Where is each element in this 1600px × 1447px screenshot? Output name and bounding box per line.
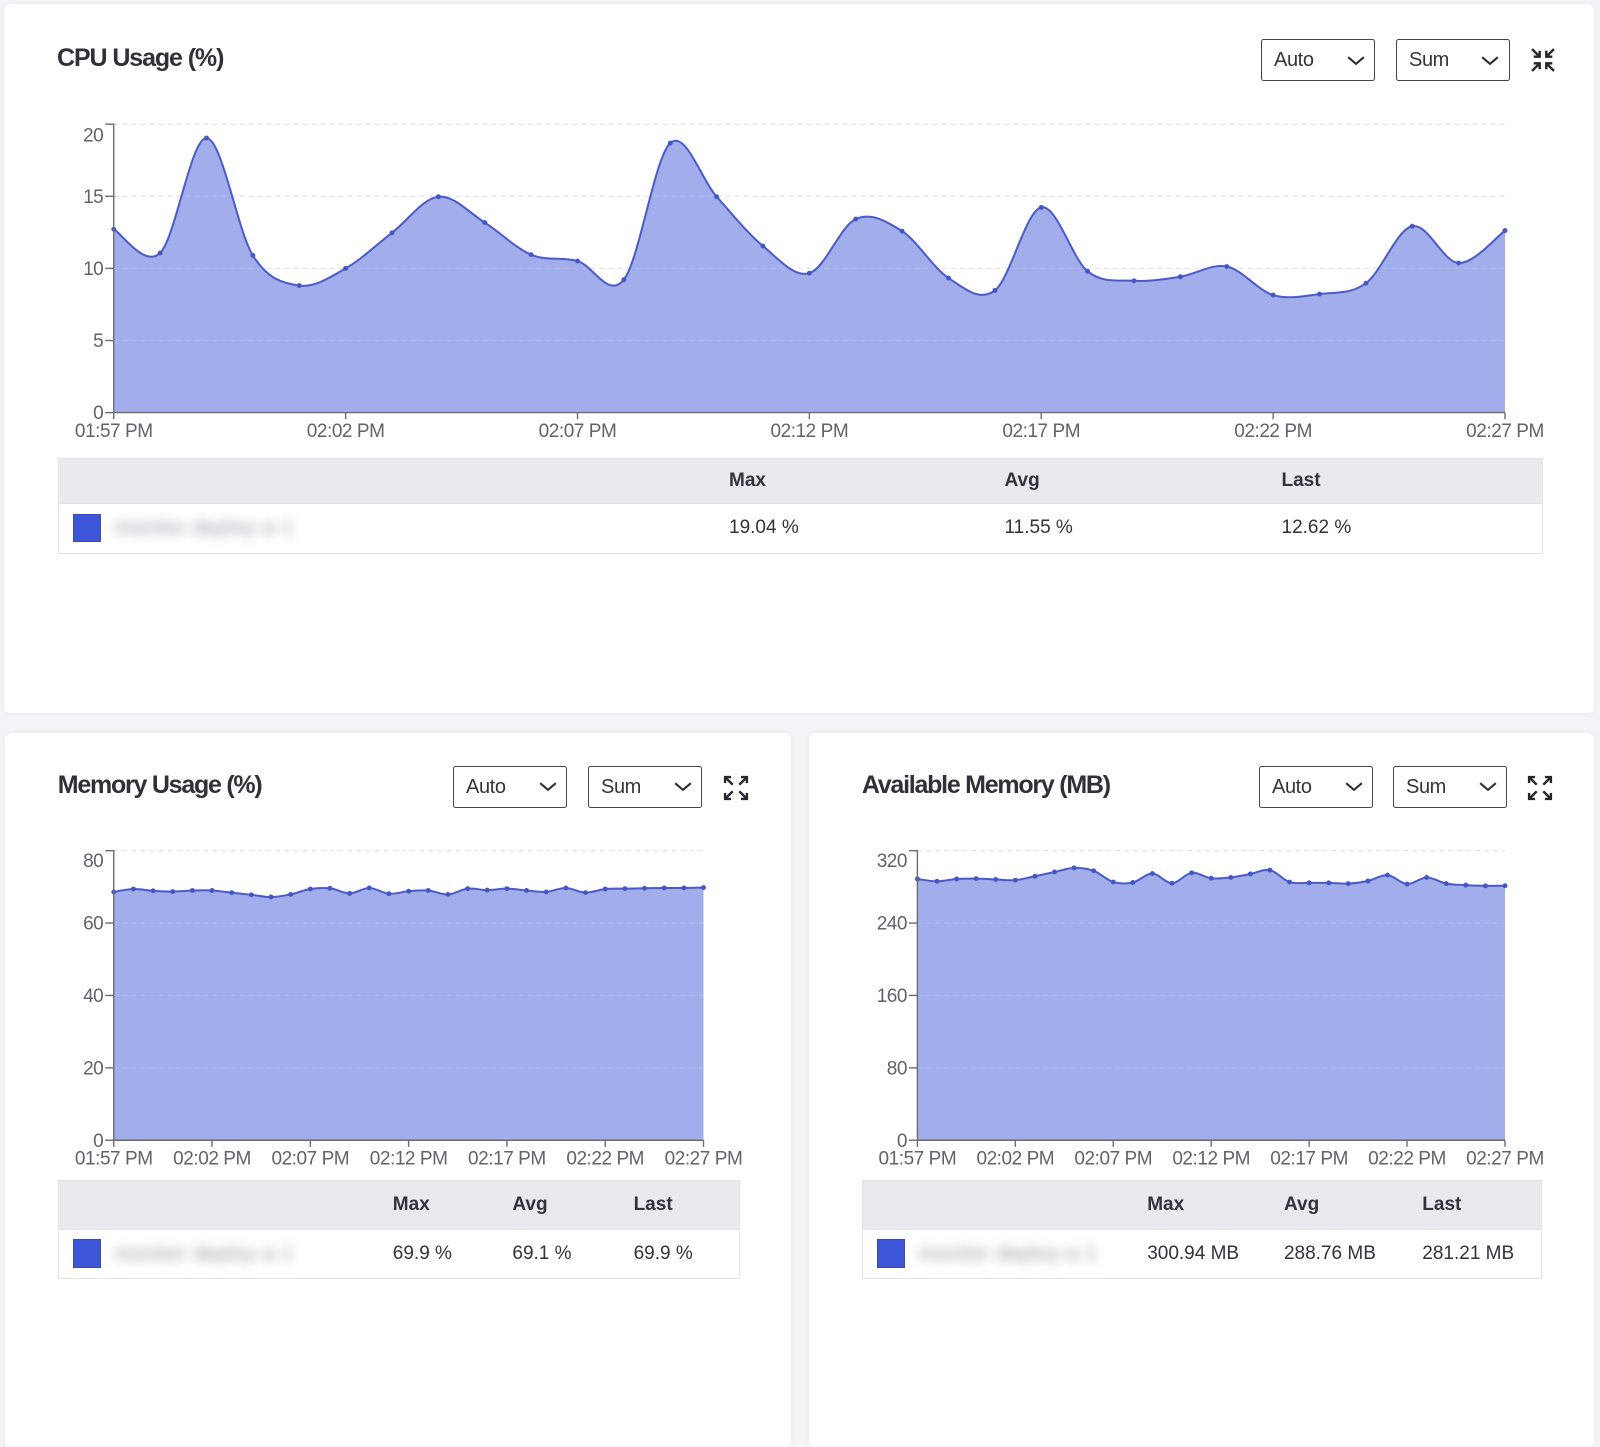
svg-text:80: 80 (83, 851, 103, 872)
svg-text:15: 15 (83, 187, 103, 208)
svg-text:20: 20 (83, 1058, 103, 1079)
svg-text:20: 20 (83, 126, 103, 147)
svg-text:240: 240 (877, 914, 907, 935)
svg-text:10: 10 (83, 259, 103, 280)
svg-text:0: 0 (93, 403, 103, 424)
svg-text:0: 0 (93, 1131, 103, 1152)
svg-text:02:02 PM: 02:02 PM (173, 1149, 251, 1170)
svg-text:01:57 PM: 01:57 PM (75, 421, 153, 442)
svg-text:02:22 PM: 02:22 PM (1368, 1149, 1446, 1170)
svg-text:60: 60 (83, 914, 103, 935)
svg-text:02:27 PM: 02:27 PM (665, 1149, 743, 1170)
svg-text:02:27 PM: 02:27 PM (1466, 421, 1544, 442)
svg-text:02:12 PM: 02:12 PM (771, 421, 849, 442)
svg-text:02:17 PM: 02:17 PM (468, 1149, 546, 1170)
svg-text:02:22 PM: 02:22 PM (566, 1149, 644, 1170)
svg-text:160: 160 (877, 986, 907, 1007)
svg-text:5: 5 (93, 331, 103, 352)
svg-text:02:22 PM: 02:22 PM (1234, 421, 1312, 442)
svg-text:02:07 PM: 02:07 PM (539, 421, 617, 442)
svg-text:80: 80 (887, 1058, 907, 1079)
svg-text:0: 0 (897, 1131, 907, 1152)
svg-text:01:57 PM: 01:57 PM (879, 1149, 957, 1170)
svg-text:02:02 PM: 02:02 PM (976, 1149, 1054, 1170)
svg-text:320: 320 (877, 851, 907, 872)
svg-text:02:07 PM: 02:07 PM (271, 1149, 349, 1170)
svg-text:02:02 PM: 02:02 PM (307, 421, 385, 442)
svg-text:02:17 PM: 02:17 PM (1270, 1149, 1348, 1170)
svg-text:40: 40 (83, 986, 103, 1007)
svg-text:02:27 PM: 02:27 PM (1466, 1149, 1544, 1170)
svg-text:01:57 PM: 01:57 PM (75, 1149, 153, 1170)
svg-text:02:12 PM: 02:12 PM (1172, 1149, 1250, 1170)
svg-text:02:12 PM: 02:12 PM (370, 1149, 448, 1170)
svg-text:02:17 PM: 02:17 PM (1002, 421, 1080, 442)
svg-text:02:07 PM: 02:07 PM (1074, 1149, 1152, 1170)
